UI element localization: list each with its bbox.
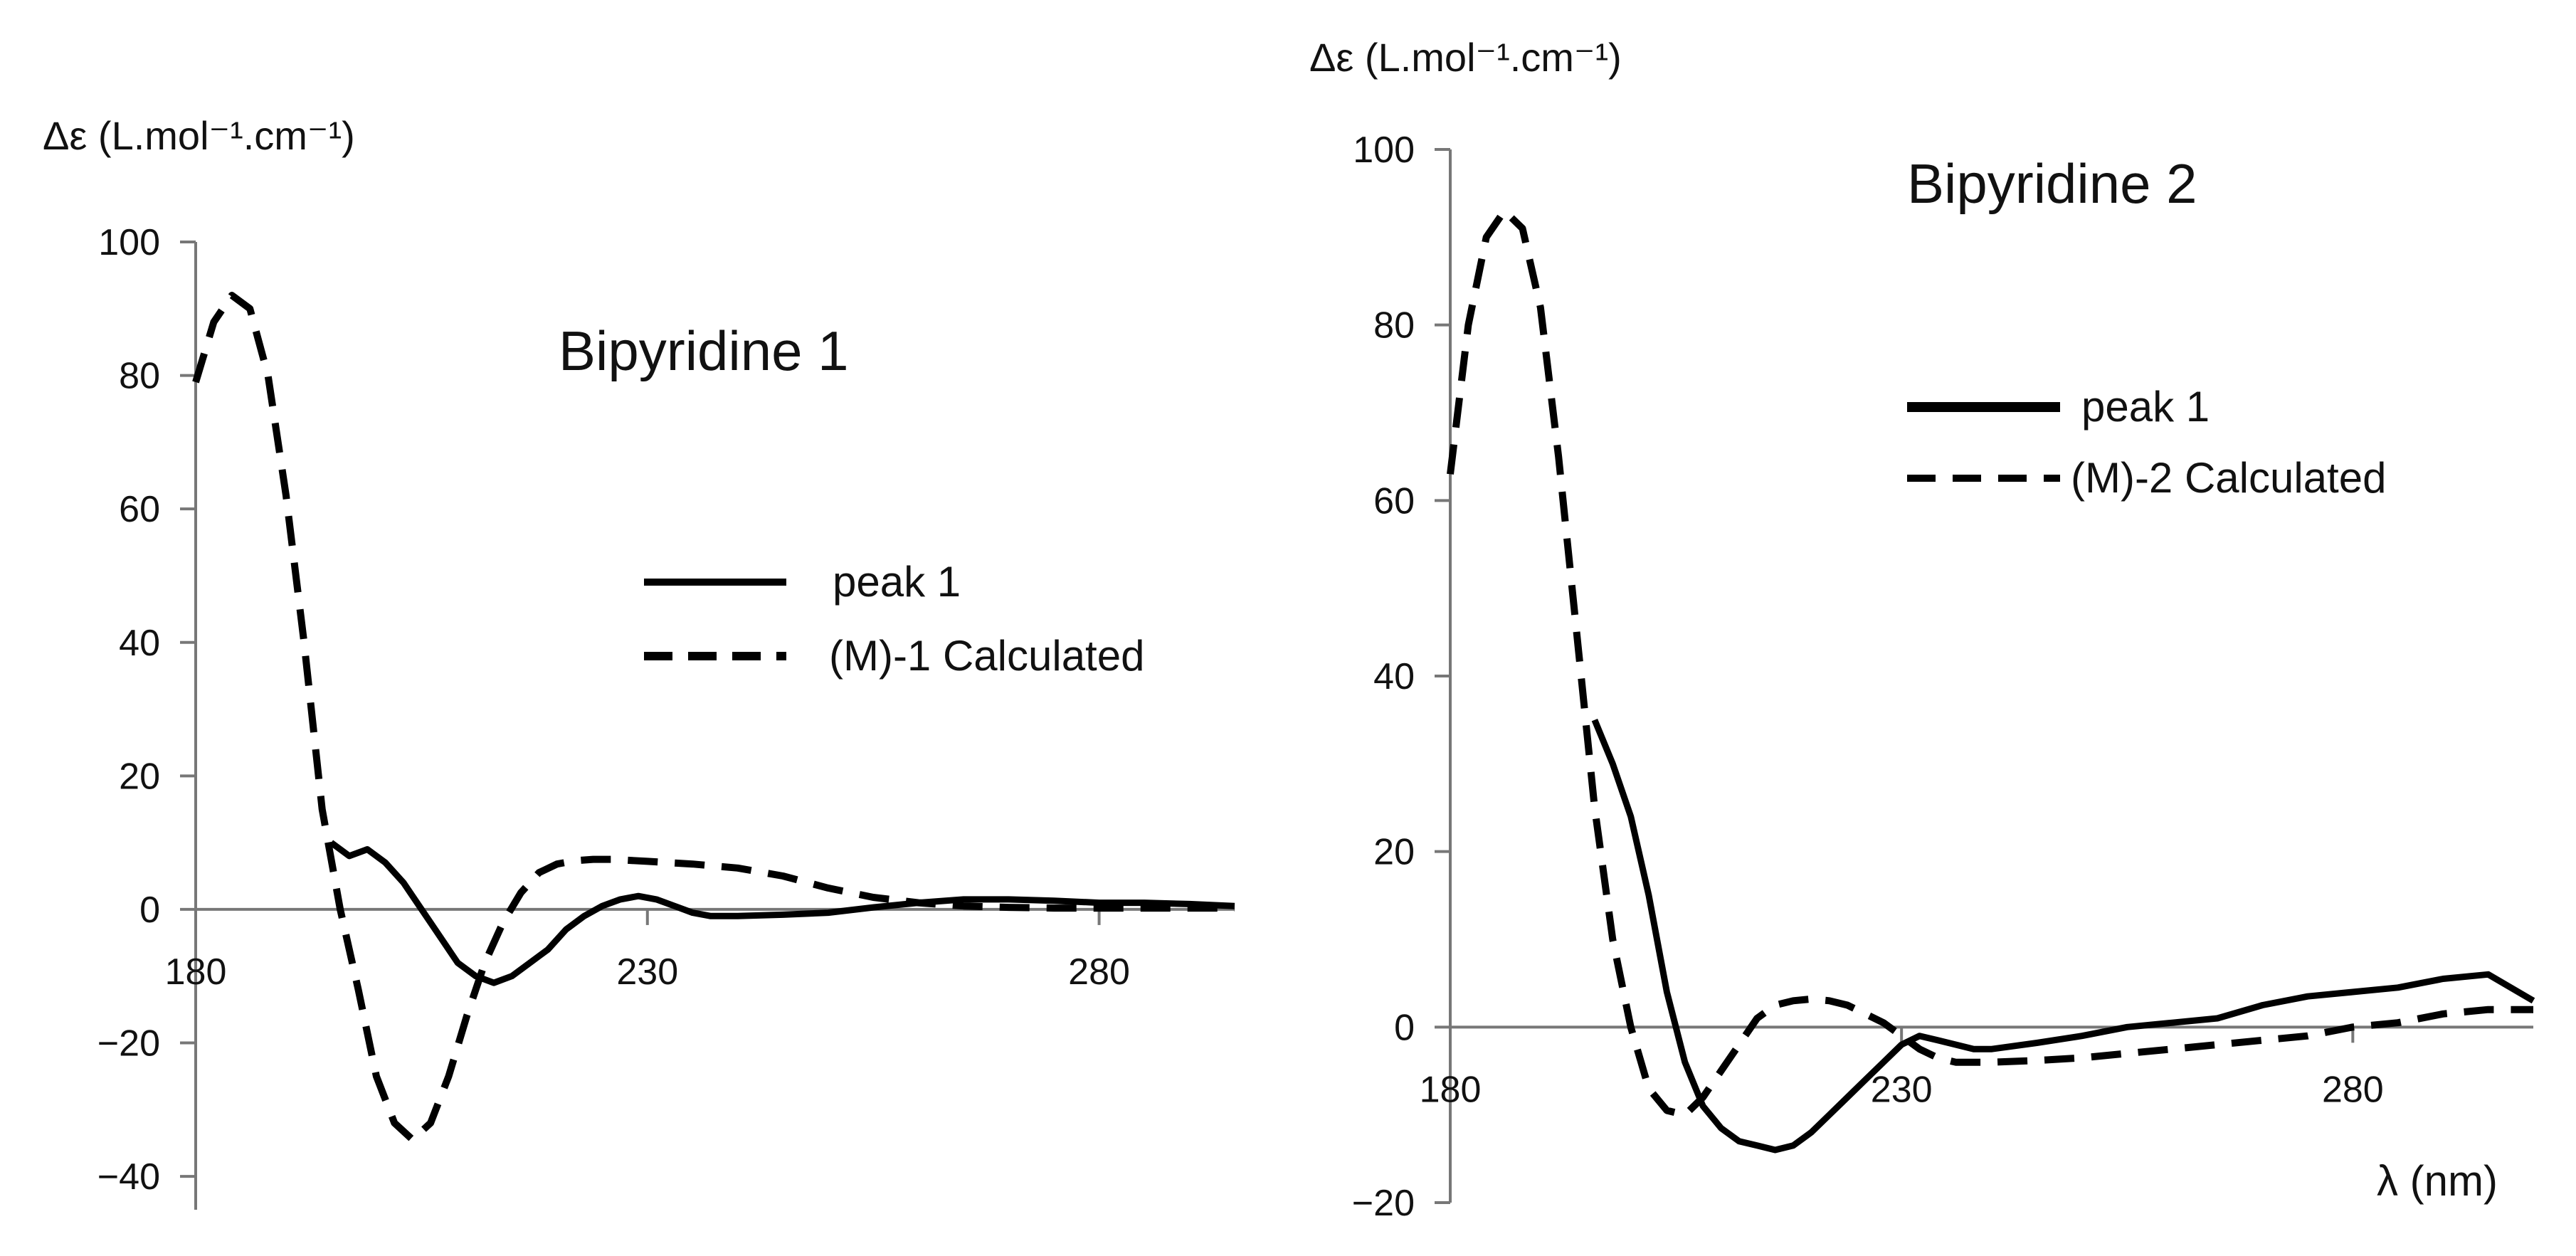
y-axis-label: Δε (L.mol⁻¹.cm⁻¹) xyxy=(1309,35,1622,80)
legend-entry-peak-1: peak 1 xyxy=(833,558,961,606)
series-lines xyxy=(192,292,1235,1144)
series-line-calculated xyxy=(192,292,1235,1144)
panel-bipyridine-1: Δε (L.mol⁻¹.cm⁻¹) 100 80 60 40 20 0 −20 −40 180… xyxy=(43,113,1235,1210)
series-lines xyxy=(1447,207,2535,1154)
y-tick-label: 0 xyxy=(1394,1007,1415,1048)
y-tick-label: 20 xyxy=(1373,832,1415,873)
title-text: Bipyridine 2 xyxy=(1907,152,2197,215)
y-tick-label: 20 xyxy=(119,756,160,797)
legend: peak 1 (M)-2 Calculated xyxy=(1907,383,2386,502)
y-tick-label: 0 xyxy=(139,890,160,931)
y-tick-labels: 100 80 60 40 20 0 −20 xyxy=(1352,130,1415,1224)
axes xyxy=(180,241,1235,1210)
chart-title: Bipyridine 1 xyxy=(559,320,849,382)
x-axis-label: λ (nm) xyxy=(2377,1157,2498,1205)
panel-bipyridine-2: Δε (L.mol⁻¹.cm⁻¹) 100 80 60 40 20 0 −20 180 230… xyxy=(1309,35,2535,1224)
y-tick-label: −40 xyxy=(97,1156,160,1198)
y-tick-label: 100 xyxy=(1353,130,1415,171)
x-tick-labels: 180 230 280 xyxy=(1420,1069,2384,1110)
y-tick-label: 40 xyxy=(1373,656,1415,697)
y-tick-label: 40 xyxy=(119,623,160,664)
x-tick-label: 280 xyxy=(1068,951,1130,993)
y-tick-label: −20 xyxy=(1352,1183,1415,1224)
x-tick-label: 180 xyxy=(1420,1069,1482,1110)
axes xyxy=(1435,148,2533,1204)
y-tick-label: 60 xyxy=(1373,480,1415,522)
x-tick-label: 180 xyxy=(165,951,227,993)
y-tick-label: 80 xyxy=(1373,305,1415,347)
legend-entry-m2-calculated: (M)-2 Calculated xyxy=(2071,454,2386,502)
y-tick-label: 100 xyxy=(98,222,160,263)
y-tick-label: 80 xyxy=(119,356,160,397)
title-text: Bipyridine 1 xyxy=(559,320,849,382)
series-line-peak-1 xyxy=(329,840,1235,986)
x-tick-label: 230 xyxy=(616,951,678,993)
x-tick-label: 280 xyxy=(2322,1069,2384,1110)
series-line-peak-1 xyxy=(1591,718,2535,1154)
chart-title: Bipyridine 2 xyxy=(1907,152,2197,215)
y-tick-label: −20 xyxy=(97,1023,160,1065)
series-line-calculated xyxy=(1447,207,2533,1119)
y-tick-label: 60 xyxy=(119,489,160,530)
legend-entry-peak-1: peak 1 xyxy=(2081,383,2210,431)
x-tick-labels: 180 230 280 xyxy=(165,951,1130,993)
y-tick-labels: 100 80 60 40 20 0 −20 −40 xyxy=(97,222,160,1198)
legend: peak 1 (M)-1 Calculated xyxy=(644,558,1144,680)
legend-entry-m1-calculated: (M)-1 Calculated xyxy=(829,632,1144,680)
y-axis-label: Δε (L.mol⁻¹.cm⁻¹) xyxy=(43,113,355,158)
x-tick-label: 230 xyxy=(1871,1069,1933,1110)
